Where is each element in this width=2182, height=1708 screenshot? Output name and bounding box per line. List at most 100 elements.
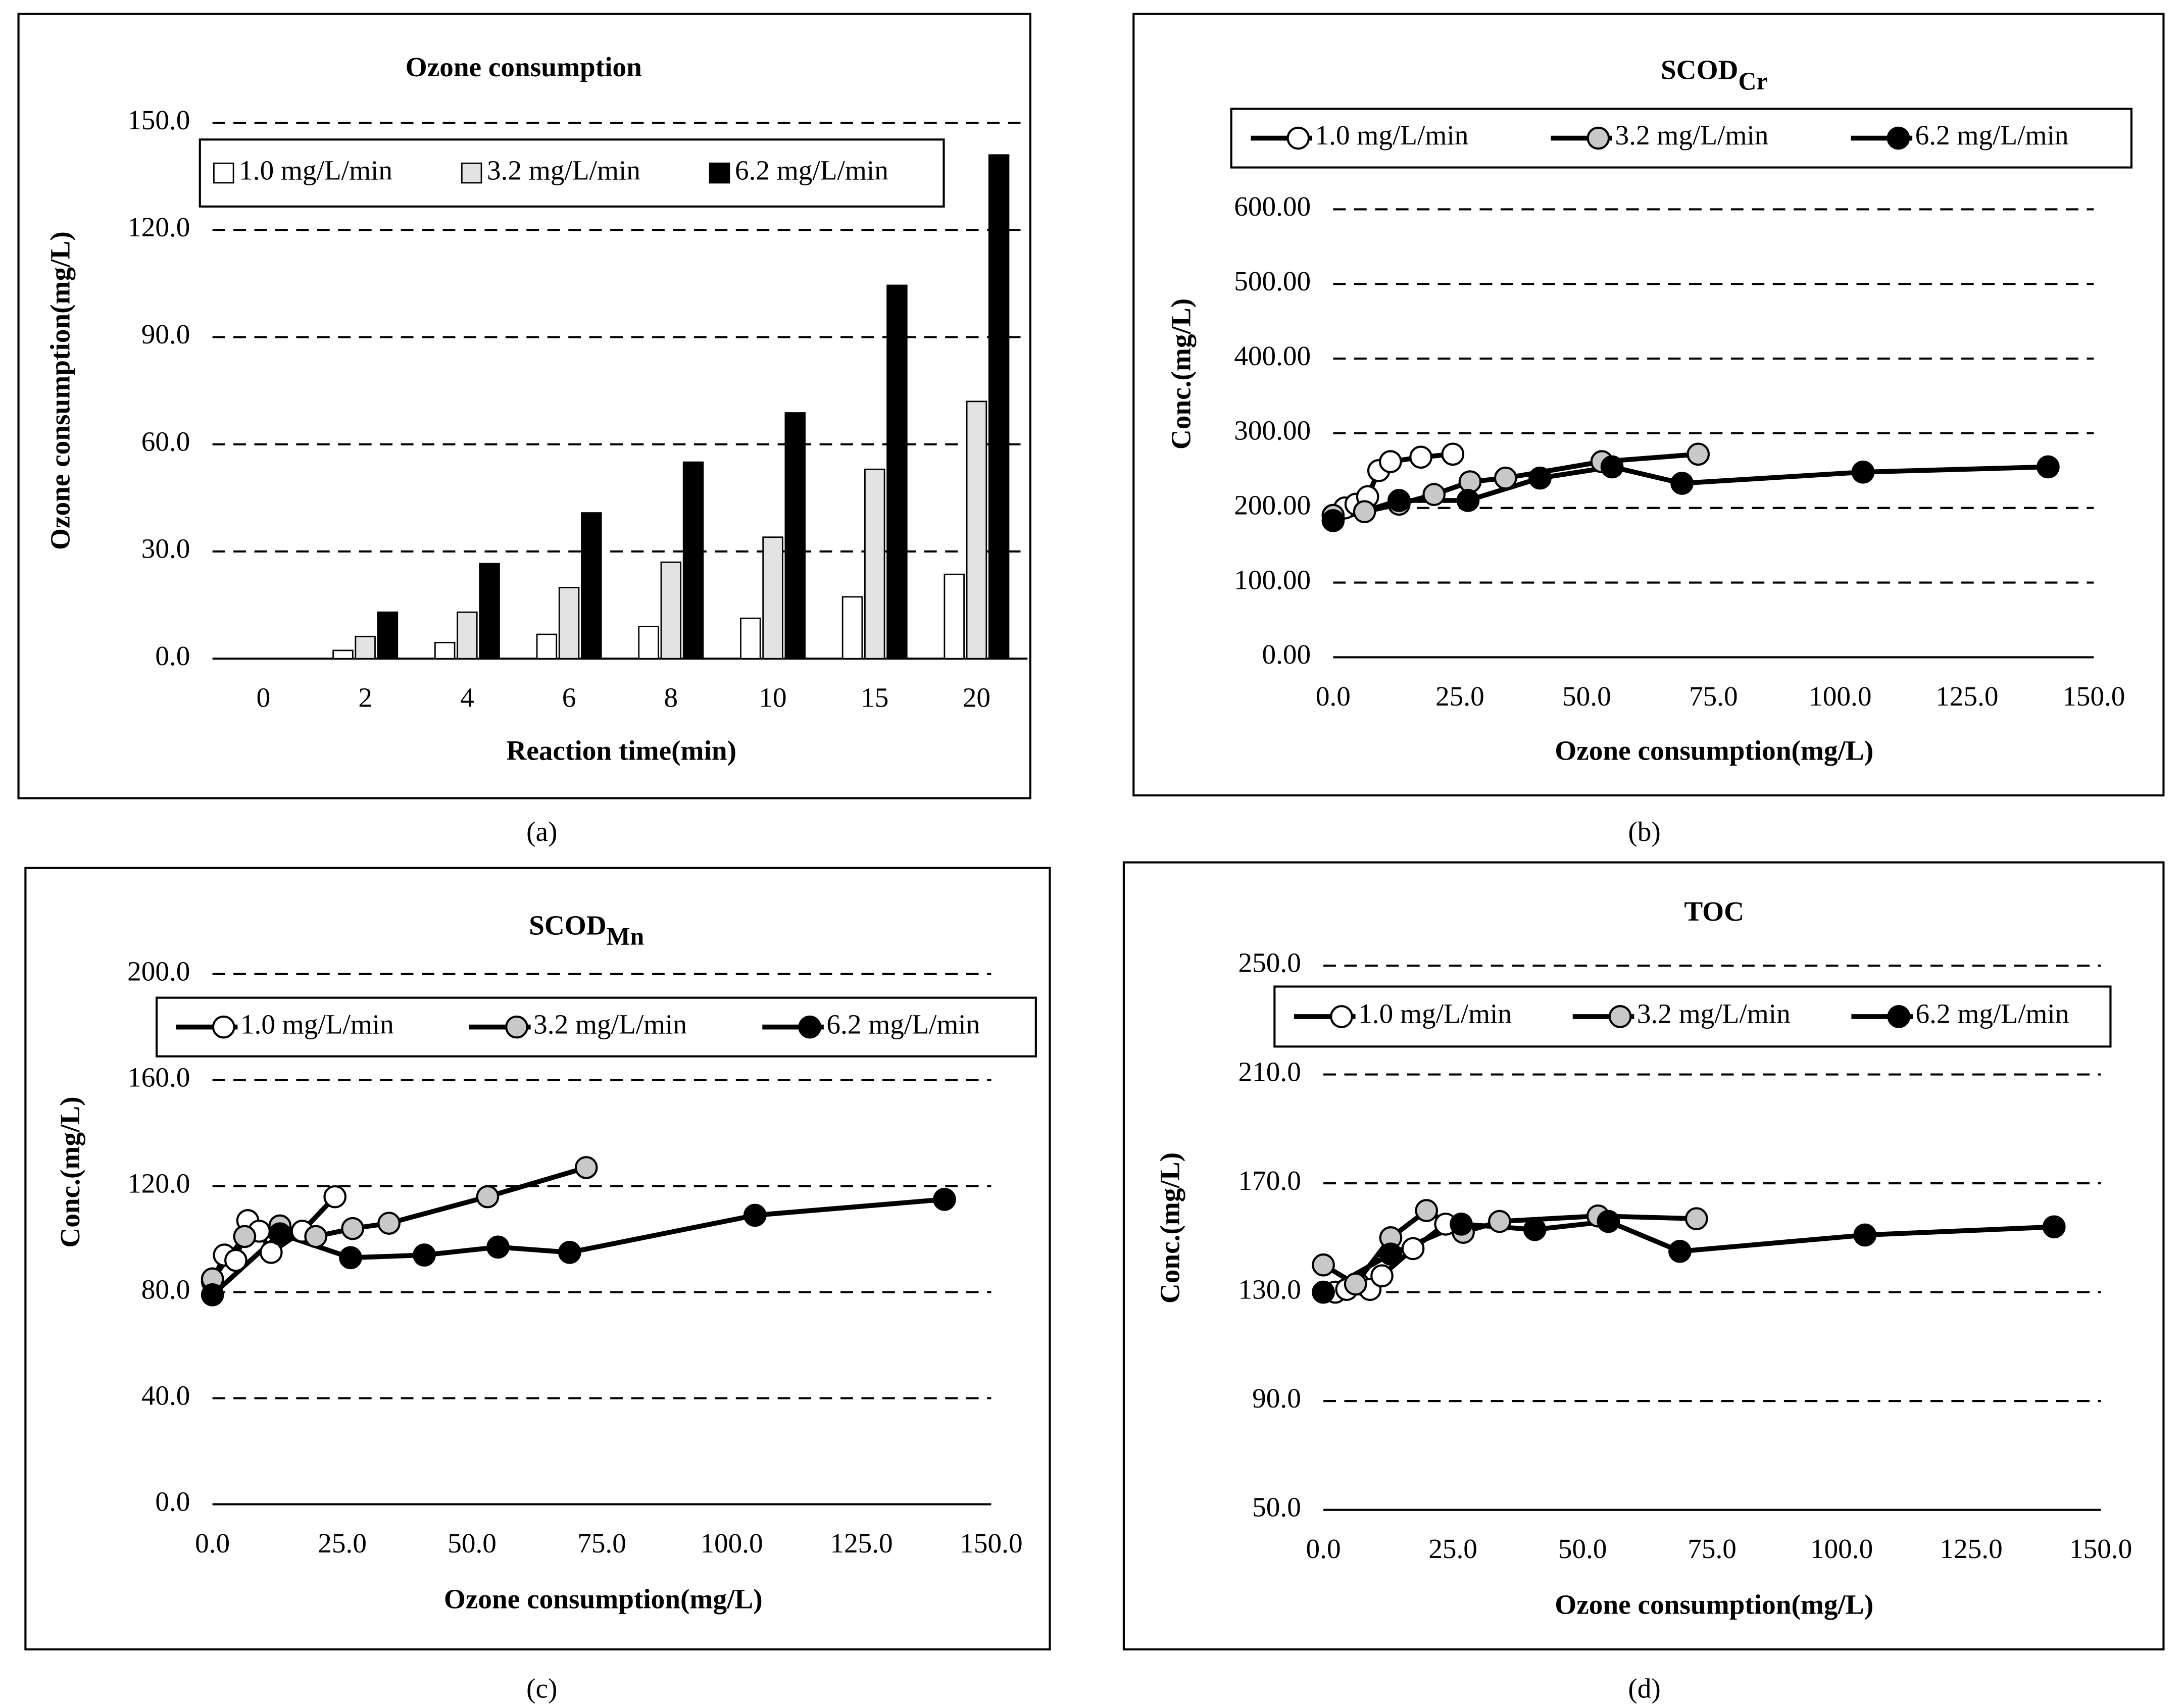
chart-title: TOC — [1684, 895, 1744, 926]
panel-label: (d) — [1628, 1673, 1660, 1704]
legend-label: 3.2 mg/L/min — [1637, 998, 1791, 1029]
legend-label: 6.2 mg/L/min — [1915, 120, 2069, 150]
y-tick-label: 90.0 — [1252, 1383, 1301, 1414]
legend-label: 6.2 mg/L/min — [1916, 998, 2069, 1029]
y-tick-label: 400.00 — [1234, 340, 1311, 371]
y-tick-label: 200.0 — [127, 956, 190, 986]
data-point — [574, 1156, 598, 1179]
bar — [864, 468, 885, 660]
chart-title-main: SCOD — [1661, 54, 1739, 85]
bar — [988, 154, 1010, 660]
legend-label: 6.2 mg/L/min — [826, 1009, 980, 1039]
legend-marker — [1887, 126, 1910, 150]
chart-title-subscript: Cr — [1738, 67, 1767, 95]
bar — [479, 563, 500, 660]
data-point — [2042, 1215, 2066, 1239]
data-point — [304, 1225, 327, 1248]
chart-title: SCODCr — [1661, 54, 1767, 95]
bar — [457, 611, 478, 660]
bar — [558, 587, 580, 660]
panel-frame — [24, 867, 1051, 1651]
x-axis-label: Ozone consumption(mg/L) — [1555, 735, 1873, 766]
data-point — [1597, 1210, 1620, 1233]
y-tick-label: 0.00 — [1262, 639, 1311, 670]
data-point — [1600, 455, 1624, 479]
y-tick-label: 0.0 — [155, 1486, 190, 1517]
data-point — [558, 1241, 581, 1264]
data-point — [1851, 461, 1875, 484]
legend-marker — [212, 1015, 235, 1039]
legend-marker — [1608, 1005, 1632, 1028]
x-tick-label: 75.0 — [577, 1528, 626, 1559]
bar — [581, 512, 602, 660]
legend-marker — [1586, 126, 1610, 150]
x-tick-label: 125.0 — [1940, 1533, 2002, 1564]
legend-box — [1273, 985, 2112, 1048]
x-tick-label: 100.0 — [700, 1528, 763, 1559]
data-point — [1670, 472, 1694, 495]
data-point — [1353, 500, 1376, 523]
y-tick-label: 500.00 — [1234, 266, 1311, 296]
x-tick-label: 75.0 — [1689, 681, 1738, 712]
legend-swatch — [709, 162, 730, 184]
y-tick-label: 300.00 — [1234, 415, 1311, 446]
data-point — [1687, 442, 1710, 466]
panel-frame — [17, 13, 1031, 799]
x-tick-label: 150.0 — [960, 1528, 1022, 1559]
y-tick-label: 40.0 — [141, 1380, 190, 1411]
y-tick-label: 50.0 — [1252, 1491, 1301, 1522]
y-tick-label: 250.0 — [1238, 947, 1301, 978]
data-point — [743, 1203, 767, 1227]
y-tick-label: 120.0 — [127, 212, 190, 242]
panel-frame — [1132, 13, 2165, 797]
y-axis-label: Ozone consumption(mg/L) — [45, 231, 76, 550]
data-point — [341, 1217, 364, 1240]
data-point — [339, 1246, 362, 1270]
series-line — [211, 1197, 945, 1297]
data-point — [1450, 1213, 1473, 1236]
data-point — [1523, 1218, 1547, 1241]
x-tick-label: 75.0 — [1688, 1533, 1737, 1564]
x-tick-label: 0.0 — [1316, 681, 1351, 712]
y-tick-label: 150.0 — [127, 105, 190, 135]
y-tick-label: 170.0 — [1238, 1165, 1301, 1196]
legend-label: 3.2 mg/L/min — [1615, 120, 1769, 150]
y-axis-label: Conc.(mg/L) — [55, 1096, 85, 1247]
x-tick-label: 0.0 — [195, 1528, 230, 1559]
legend-swatch — [213, 162, 234, 184]
data-point — [2037, 455, 2060, 479]
data-point — [1379, 1242, 1403, 1266]
data-point — [1344, 1272, 1367, 1296]
data-point — [1528, 466, 1552, 490]
legend-swatch — [461, 162, 482, 184]
y-tick-label: 90.0 — [141, 319, 190, 349]
x-axis-label: Reaction time(min) — [506, 735, 736, 766]
y-tick-label: 160.0 — [127, 1062, 190, 1092]
y-tick-label: 60.0 — [141, 426, 190, 457]
legend-marker — [798, 1015, 822, 1039]
y-tick-label: 130.0 — [1238, 1274, 1301, 1304]
panel-label: (a) — [526, 816, 557, 847]
x-tick-label: 25.0 — [1435, 681, 1484, 712]
legend-marker — [1887, 1005, 1911, 1028]
data-point — [1488, 1210, 1511, 1233]
bar — [536, 633, 558, 660]
y-tick-label: 30.0 — [141, 533, 190, 564]
chart-panel: SCODMn 0.0 40.0 80.0 120.0 160.0 200.0 Ozone co… — [24, 867, 1051, 1651]
chart-panel: TOC 50.0 90.0 130.0 170.0 210.0 250.0 Ozone con… — [1122, 861, 2165, 1651]
bar — [740, 617, 761, 660]
legend-label: 6.2 mg/L/min — [735, 155, 888, 185]
x-tick-label: 6 — [562, 682, 576, 713]
legend-label: 3.2 mg/L/min — [533, 1009, 687, 1039]
data-point — [201, 1283, 224, 1307]
x-tick-label: 0.0 — [1306, 1533, 1341, 1564]
bar — [944, 573, 965, 660]
chart-title: Ozone consumption — [406, 52, 642, 82]
data-point — [1321, 509, 1345, 532]
bar — [434, 641, 456, 660]
data-point — [224, 1248, 247, 1272]
data-point — [323, 1185, 347, 1209]
data-point — [1494, 466, 1517, 490]
legend-box — [1230, 108, 2133, 169]
